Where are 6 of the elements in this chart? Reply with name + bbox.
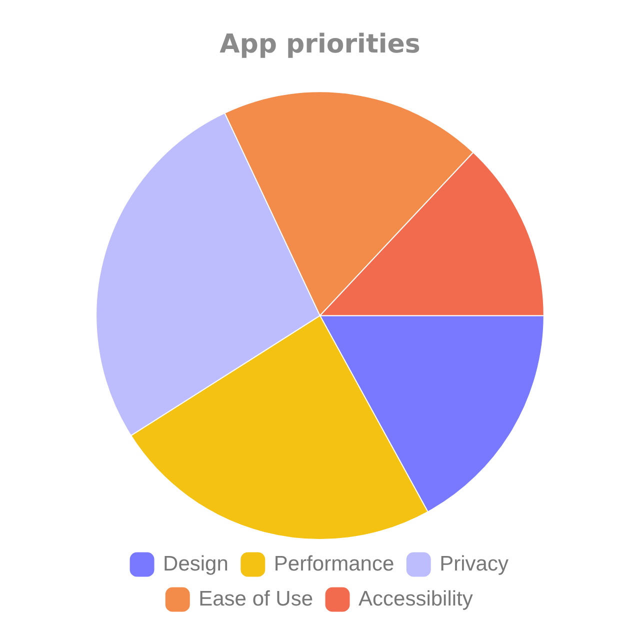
legend-label: Design: [163, 552, 228, 576]
legend-label: Ease of Use: [198, 587, 314, 610]
legend-label: Performance: [274, 552, 394, 576]
chart-title: App priorities: [220, 29, 420, 60]
legend-label: Privacy: [440, 552, 509, 576]
legend-label: Accessibility: [358, 587, 474, 610]
